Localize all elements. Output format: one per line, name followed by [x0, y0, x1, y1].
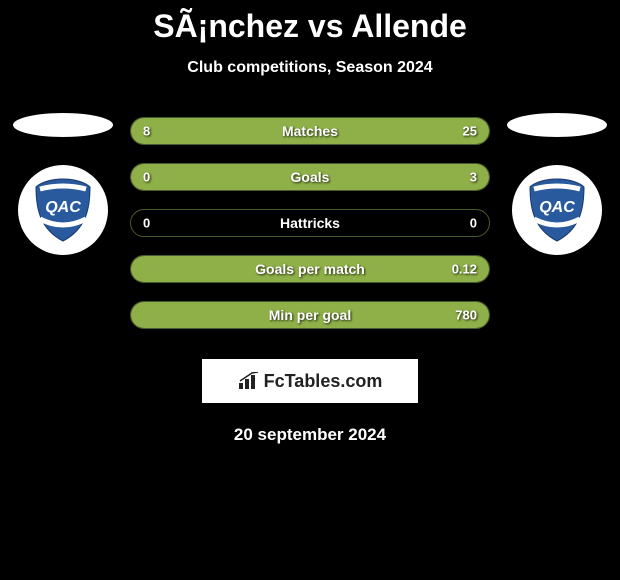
svg-text:QAC: QAC [45, 199, 81, 216]
stat-fill-right [217, 118, 489, 144]
brand-text: FcTables.com [238, 371, 383, 392]
stat-value-left: 0 [143, 216, 150, 231]
stat-value-right: 780 [455, 308, 477, 323]
main-row: QAC 8 25 Matches 0 3 Goals 0 0 Hattricks 0.12 Goal… [0, 117, 620, 347]
left-player-ellipse [13, 113, 113, 137]
right-player-col: QAC [502, 117, 612, 255]
stat-bar: 0.12 Goals per match [130, 255, 490, 283]
stat-label: Min per goal [269, 307, 351, 323]
stat-label: Goals [291, 169, 330, 185]
brand-label: FcTables.com [264, 371, 383, 392]
stat-bar: 780 Min per goal [130, 301, 490, 329]
date-line: 20 september 2024 [0, 425, 620, 445]
stat-bar: 8 25 Matches [130, 117, 490, 145]
stat-bar: 0 0 Hattricks [130, 209, 490, 237]
subtitle: Club competitions, Season 2024 [0, 59, 620, 77]
stat-value-right: 25 [463, 124, 477, 139]
svg-text:QAC: QAC [539, 199, 575, 216]
stat-value-left: 0 [143, 170, 150, 185]
stat-label: Matches [282, 123, 338, 139]
stat-bar: 0 3 Goals [130, 163, 490, 191]
stats-column: 8 25 Matches 0 3 Goals 0 0 Hattricks 0.12 Goals pe… [118, 117, 502, 347]
stat-label: Goals per match [255, 261, 365, 277]
right-club-badge: QAC [512, 165, 602, 255]
page-title: SÃ¡nchez vs Allende [0, 0, 620, 45]
stat-label: Hattricks [280, 215, 340, 231]
stat-value-left: 8 [143, 124, 150, 139]
comparison-widget: SÃ¡nchez vs Allende Club competitions, S… [0, 0, 620, 445]
left-club-badge: QAC [18, 165, 108, 255]
shield-icon: QAC [522, 175, 592, 245]
chart-icon [238, 372, 260, 390]
left-player-col: QAC [8, 117, 118, 255]
stat-value-right: 0.12 [452, 262, 477, 277]
stat-value-right: 0 [470, 216, 477, 231]
shield-icon: QAC [28, 175, 98, 245]
stat-value-right: 3 [470, 170, 477, 185]
right-player-ellipse [507, 113, 607, 137]
brand-box[interactable]: FcTables.com [202, 359, 418, 403]
